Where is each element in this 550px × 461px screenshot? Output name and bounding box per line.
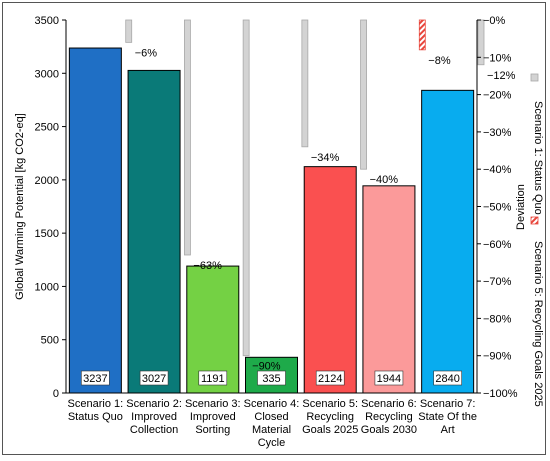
category-label: Scenario 5: Recycling Goals 2025 [302, 398, 358, 436]
y2-tick-label: −60% [483, 239, 512, 251]
value-label-box [139, 370, 169, 386]
category-label: Scenario 1: Status Quo [68, 398, 124, 423]
deviation-label: −90% [252, 361, 281, 373]
bar [421, 89, 475, 394]
deviation-bar [360, 19, 367, 170]
deviation-bar [418, 19, 426, 51]
category-label: Scenario 2: Improved Collection [126, 398, 182, 436]
y2-tick-label: −70% [483, 276, 512, 288]
deviation-label: −40% [370, 174, 399, 186]
y2-tick-label: −40% [483, 164, 512, 176]
chart: 0 500 1000 1500 2000 2500 3000 3500 Global Warmi… [14, 15, 544, 449]
y2-tick-label: −30% [483, 127, 512, 139]
chart-frame: 0 500 1000 1500 2000 2500 3000 3500 Global Warmi… [2, 2, 546, 455]
y2-tick-label: −90% [483, 351, 512, 363]
value-label: 3237 [83, 373, 107, 385]
deviation-label: −63% [193, 260, 222, 272]
category-label: Scenario 7: State Of the Art [418, 398, 477, 436]
deviation-label: −34% [311, 152, 340, 164]
y-tick-label: 3500 [35, 15, 59, 27]
legend-label: Scenario 1: Status Quo [532, 101, 544, 215]
y-tick-label: 1500 [35, 228, 59, 240]
deviation-label: −8% [428, 55, 451, 67]
y2-tick-label: −20% [483, 90, 512, 102]
deviation-bar [242, 19, 250, 357]
deviation-label: −6% [135, 47, 158, 59]
value-label: 2840 [435, 373, 459, 385]
labels-layer: 3237 Scenario 1: Status Quo 3027 Scenario 2:… [68, 47, 516, 449]
value-label: 2124 [318, 373, 342, 385]
bar [362, 185, 416, 394]
category-label: Scenario 4: Closed Material Cycle [244, 398, 300, 449]
bar [68, 47, 122, 394]
category-label: Scenario 6: Recycling Goals 2030 [361, 398, 417, 436]
value-label: 335 [262, 373, 280, 385]
value-label-box [198, 370, 228, 386]
y-axis-label: Global Warming Potential [kg CO2-eq] [14, 113, 26, 300]
y2-axis-label: Deviation [515, 184, 527, 230]
deviation-label: −12% [487, 70, 516, 82]
legend-swatch-hatched [530, 216, 539, 225]
y-tick-label: 500 [41, 335, 59, 347]
category-label: Scenario 3: Improved Sorting [185, 398, 241, 436]
deviation-layer [125, 19, 485, 357]
y2-tick-label: −10% [483, 52, 512, 64]
value-label-box [257, 370, 286, 386]
bar [127, 69, 181, 394]
y-tick-label: 3000 [35, 68, 59, 80]
bar [303, 166, 357, 394]
legend: Scenario 1: Status Quo Scenario 5: Recycl… [530, 73, 544, 407]
deviation-bar [184, 19, 191, 256]
value-label: 3027 [142, 373, 166, 385]
value-label: 1944 [377, 373, 401, 385]
legend-swatch-gray [530, 73, 539, 82]
y2-tick-label: −80% [483, 313, 512, 325]
deviation-bar [125, 19, 133, 43]
bars-layer [68, 47, 475, 394]
axes-layer: 0 500 1000 1500 2000 2500 3000 3500 Global Warmi… [14, 15, 527, 400]
value-label-box [315, 370, 345, 386]
y2-tick-label: −100% [483, 388, 518, 400]
y-tick-label: 0 [53, 388, 59, 400]
deviation-bar [301, 19, 309, 148]
value-label-box [433, 370, 462, 386]
value-label-box [81, 370, 110, 386]
y-tick-label: 2000 [35, 175, 59, 187]
legend-label: Scenario 5: Recycling Goals 2025 [532, 241, 544, 407]
y2-tick-label: −0% [483, 15, 506, 27]
y-tick-label: 2500 [35, 122, 59, 134]
y2-tick-label: −50% [483, 202, 512, 214]
value-label-box [374, 370, 404, 386]
y-tick-label: 1000 [35, 281, 59, 293]
value-label: 1191 [201, 373, 225, 385]
